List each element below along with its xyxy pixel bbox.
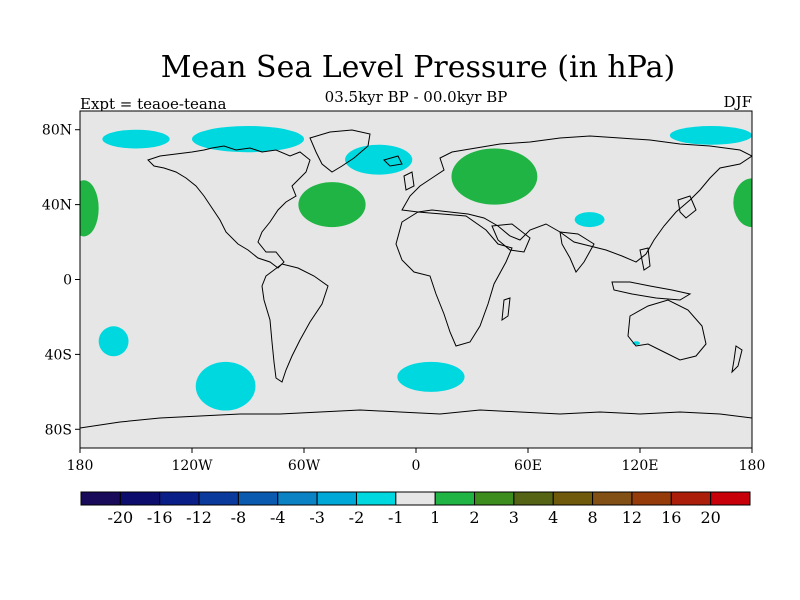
colorbar-label-14: 16 [661, 508, 681, 527]
anomaly-region-10 [298, 182, 366, 228]
colorbar-label-2: -12 [186, 508, 212, 527]
colorbar-label-11: 4 [548, 508, 558, 527]
coastline-new-zealand [731, 345, 743, 374]
colorbar-label-0: -20 [107, 508, 133, 527]
coastline-north-america [147, 145, 311, 269]
colorbar-swatch-2 [159, 491, 200, 506]
coastline-madagascar [501, 297, 511, 322]
colorbar-swatch-7 [355, 491, 397, 506]
season-label: DJF [723, 93, 752, 111]
anomaly-region-3 [345, 144, 413, 175]
anomaly-region-1 [102, 129, 170, 149]
anomaly-region-4 [669, 125, 752, 145]
colorbar-label-6: -2 [349, 508, 365, 527]
colorbar-swatch-3 [198, 491, 239, 506]
lat-tick-label-4: 80S [45, 422, 72, 438]
colorbar-label-15: 20 [700, 508, 720, 527]
lon-tick-label-1: 120W [171, 458, 213, 474]
anomaly-region-11 [451, 148, 538, 205]
colorbar-swatch-9 [434, 491, 476, 506]
colorbar-label-5: -3 [309, 508, 325, 527]
colorbar-swatch-4 [237, 491, 279, 506]
anomaly-region-2 [192, 125, 304, 153]
colorbar-label-4: -4 [270, 508, 286, 527]
map-subtitle: 03.5kyr BP - 00.0kyr BP [324, 88, 508, 106]
lon-tick-label-6: 180 [739, 458, 766, 474]
latitude-ticks: 80N 40N 0 40S 80S [42, 123, 80, 438]
coastline-british-isles [403, 171, 415, 191]
coastline-philippines [639, 247, 651, 271]
lon-tick-label-5: 120E [622, 458, 659, 474]
coastlines [80, 129, 752, 429]
anomaly-region-13 [733, 178, 752, 228]
coastline-eurasia [401, 135, 752, 263]
coastline-australia [627, 299, 707, 361]
coastline-japan [677, 195, 697, 219]
colorbar-swatch-5 [277, 491, 318, 506]
colorbar-swatch-12 [552, 491, 594, 506]
colorbar-label-1: -16 [147, 508, 173, 527]
colorbar-swatch-13 [592, 491, 633, 506]
coastline-iceland [383, 155, 403, 167]
colorbar-swatch-1 [119, 491, 161, 506]
colorbar-swatch-14 [631, 491, 672, 506]
coastline-africa [395, 211, 513, 347]
anomaly-region-12 [80, 180, 99, 237]
experiment-label: Expt = teaoe-teana [80, 95, 227, 113]
coastline-south-america [261, 263, 329, 383]
lat-tick-label-0: 80N [42, 123, 72, 139]
coastline-india [559, 231, 595, 273]
longitude-ticks: 180 120W 60W 0 60E 120E 180 [67, 448, 766, 474]
anomaly-region-5 [574, 212, 605, 228]
lon-tick-label-2: 60W [288, 458, 321, 474]
map-background [80, 111, 752, 448]
coastline-arabia [491, 223, 531, 253]
coastline-antarctica [80, 409, 752, 429]
colorbar-label-10: 3 [509, 508, 519, 527]
lat-tick-label-3: 40S [45, 347, 72, 363]
colorbar-swatch-10 [474, 491, 515, 506]
anomaly-regions [80, 125, 752, 411]
colorbar-swatch-6 [316, 491, 357, 506]
colorbar-label-13: 12 [622, 508, 642, 527]
colorbar-label-7: -1 [388, 508, 404, 527]
colorbar-swatch-11 [513, 491, 554, 506]
colorbar-label-8: 1 [430, 508, 440, 527]
lat-tick-label-2: 0 [63, 273, 72, 289]
anomaly-region-8 [397, 361, 465, 392]
anomaly-region-6 [98, 326, 129, 357]
coastline-indonesia [611, 281, 692, 301]
colorbar-swatch-15 [670, 491, 712, 506]
colorbar-label-3: -8 [231, 508, 247, 527]
colorbar-label-12: 8 [587, 508, 597, 527]
lon-tick-label-4: 60E [514, 458, 542, 474]
colorbar-label-9: 2 [469, 508, 479, 527]
coastline-greenland [309, 129, 371, 173]
colorbar-swatch-0 [80, 491, 121, 506]
colorbar: -20 -16 -12 -8 -4 -3 -2 -1 1 2 3 4 8 12 16 20 [80, 491, 751, 527]
anomaly-region-7 [195, 361, 256, 411]
map-title: Mean Sea Level Pressure (in hPa) [160, 50, 676, 85]
lon-tick-label-0: 180 [67, 458, 94, 474]
colorbar-swatch-16 [710, 491, 751, 506]
lat-tick-label-1: 40N [42, 198, 72, 214]
colorbar-swatch-8 [395, 491, 436, 506]
lon-tick-label-3: 0 [412, 458, 421, 474]
